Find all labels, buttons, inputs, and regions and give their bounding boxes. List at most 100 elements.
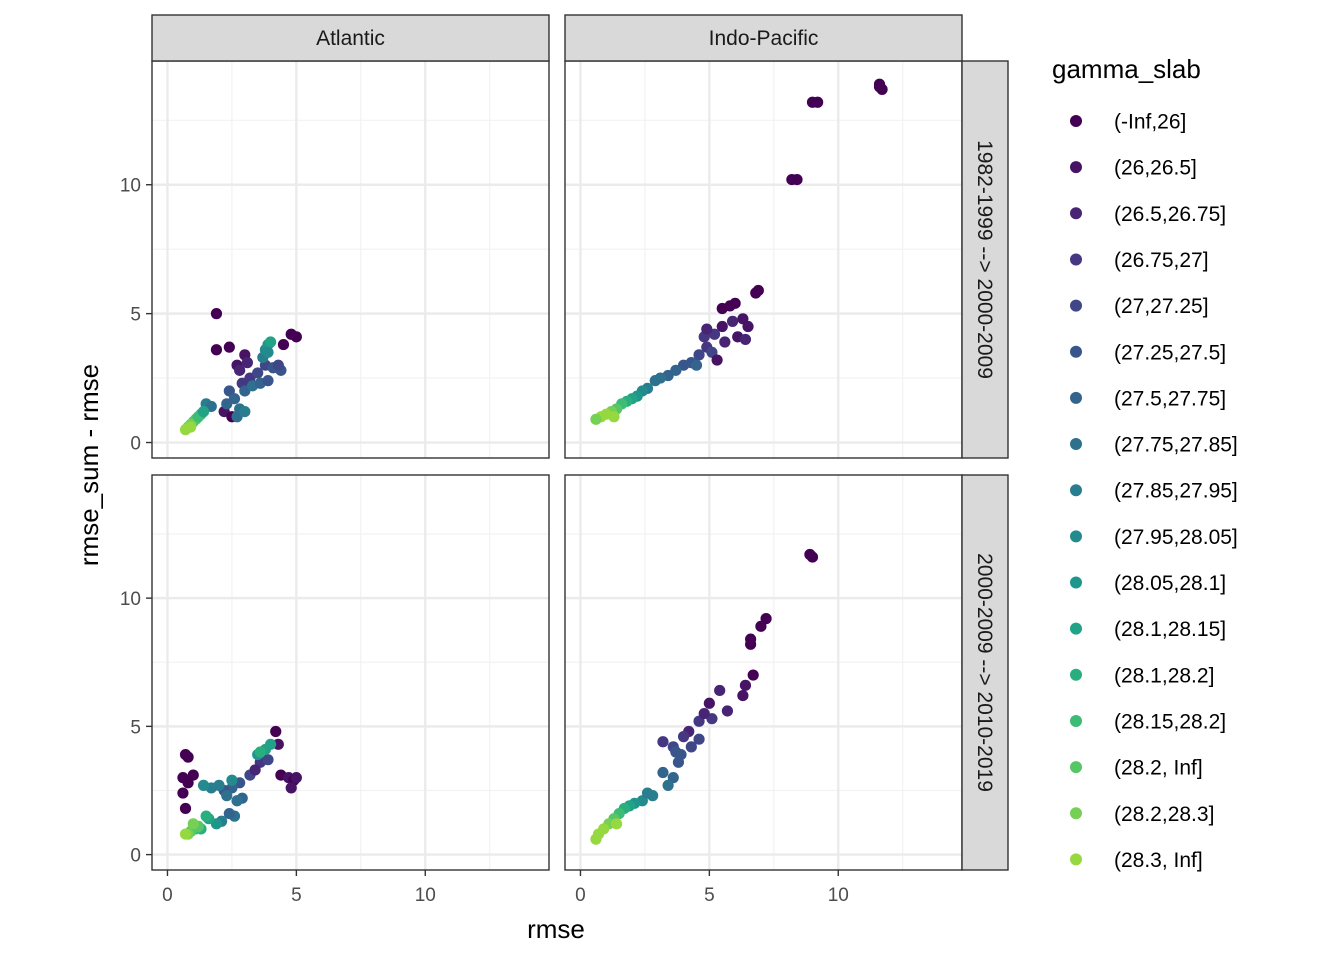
legend-label: (26.5,26.75] [1114,203,1226,226]
data-point [791,173,803,186]
legend-label: (27,27.25] [1114,295,1209,318]
y-tick-label: 5 [130,717,141,738]
data-point [249,764,261,776]
data-point [221,398,233,410]
y-axis-title: rmse_sum - rmse [74,364,104,566]
panel-background [152,61,549,458]
data-point [698,707,710,720]
legend-key [1070,391,1082,404]
y-tick-label: 0 [130,846,141,867]
legend-key [1070,484,1082,497]
legend-key [1070,761,1082,774]
data-point [729,297,741,309]
data-point [714,684,726,697]
facet-label-row: 1982-1999 --> 2000-2009 [973,140,996,379]
data-point [241,357,253,369]
data-point [262,375,274,387]
legend-key [1070,622,1082,635]
legend-key [1070,438,1082,451]
legend-key [1070,668,1082,681]
y-tick-label: 0 [130,434,141,455]
x-tick-label: 10 [415,885,436,906]
y-tick-label: 5 [130,305,141,326]
data-point [719,336,731,348]
data-point [742,320,754,333]
legend-item: (27.25,27.5] [1070,341,1226,364]
data-point [185,421,197,433]
legend-item: (28.1,28.15] [1070,618,1226,641]
panel-border [151,474,550,871]
legend-item: (27.85,27.95] [1070,480,1238,503]
data-point [262,754,274,766]
data-point [812,96,824,108]
data-point [179,828,192,840]
data-point [270,725,282,738]
data-point [721,705,734,717]
data-point [693,733,705,745]
data-point [716,302,728,315]
facet-strip-col [151,14,550,62]
panel-background [152,475,549,870]
data-point [264,738,277,750]
data-point [672,756,685,768]
data-point [187,818,199,830]
data-point [200,810,212,822]
data-point [254,746,266,758]
data-point [590,413,602,425]
legend-label: (28.2,28.3] [1114,803,1214,826]
legend-item: (27,27.25] [1070,295,1209,318]
legend-key [1070,161,1082,174]
data-point [290,772,302,784]
x-tick-label: 5 [704,885,715,906]
data-point [179,802,192,815]
data-point [262,346,274,358]
legend-key [1070,299,1082,312]
data-point [641,787,654,799]
data-point [285,782,297,794]
facet-strip-col [564,14,963,62]
data-point [290,331,302,343]
legend-label: (27.5,27.75] [1114,387,1226,410]
data-point [747,669,759,681]
data-point [873,81,886,93]
legend-item: (26,26.5] [1070,157,1197,180]
legend-label: (27.75,27.85] [1114,434,1238,457]
data-point [239,406,251,418]
data-point [182,751,194,763]
legend-key [1070,714,1082,727]
legend-item: (27.5,27.75] [1070,387,1226,410]
data-point [657,736,669,748]
data-point [701,323,713,335]
legend-item: (27.95,28.05] [1070,526,1238,549]
legend-item: (27.75,27.85] [1070,434,1238,457]
data-point [716,320,728,333]
legend-label: (28.2, Inf] [1114,757,1203,780]
data-point [739,333,752,346]
x-tick-label: 0 [575,885,586,906]
legend-key [1070,253,1082,266]
legend-label: (-Inf,26] [1114,111,1186,134]
data-point [649,375,661,387]
data-point [234,364,246,376]
legend-label: (28.1,28.15] [1114,618,1226,641]
panel-background [565,61,962,458]
facet-label-col: Indo-Pacific [709,27,819,50]
legend-label: (26,26.5] [1114,157,1197,180]
data-point [277,338,290,351]
data-point [226,774,238,786]
data-point [210,308,223,320]
legend-item: (-Inf,26] [1070,111,1186,134]
legend-item: (28.1,28.2] [1070,664,1214,687]
facet-strip-row [961,60,1009,459]
data-point [223,807,235,820]
data-point [197,779,210,791]
data-point [693,349,705,361]
data-point [677,731,690,743]
legend-item: (28.3, Inf] [1070,849,1203,872]
data-point [252,367,264,379]
legend-key [1070,807,1082,820]
data-point [662,779,674,791]
data-point [223,341,235,353]
legend-label: (27.25,27.5] [1114,341,1226,364]
